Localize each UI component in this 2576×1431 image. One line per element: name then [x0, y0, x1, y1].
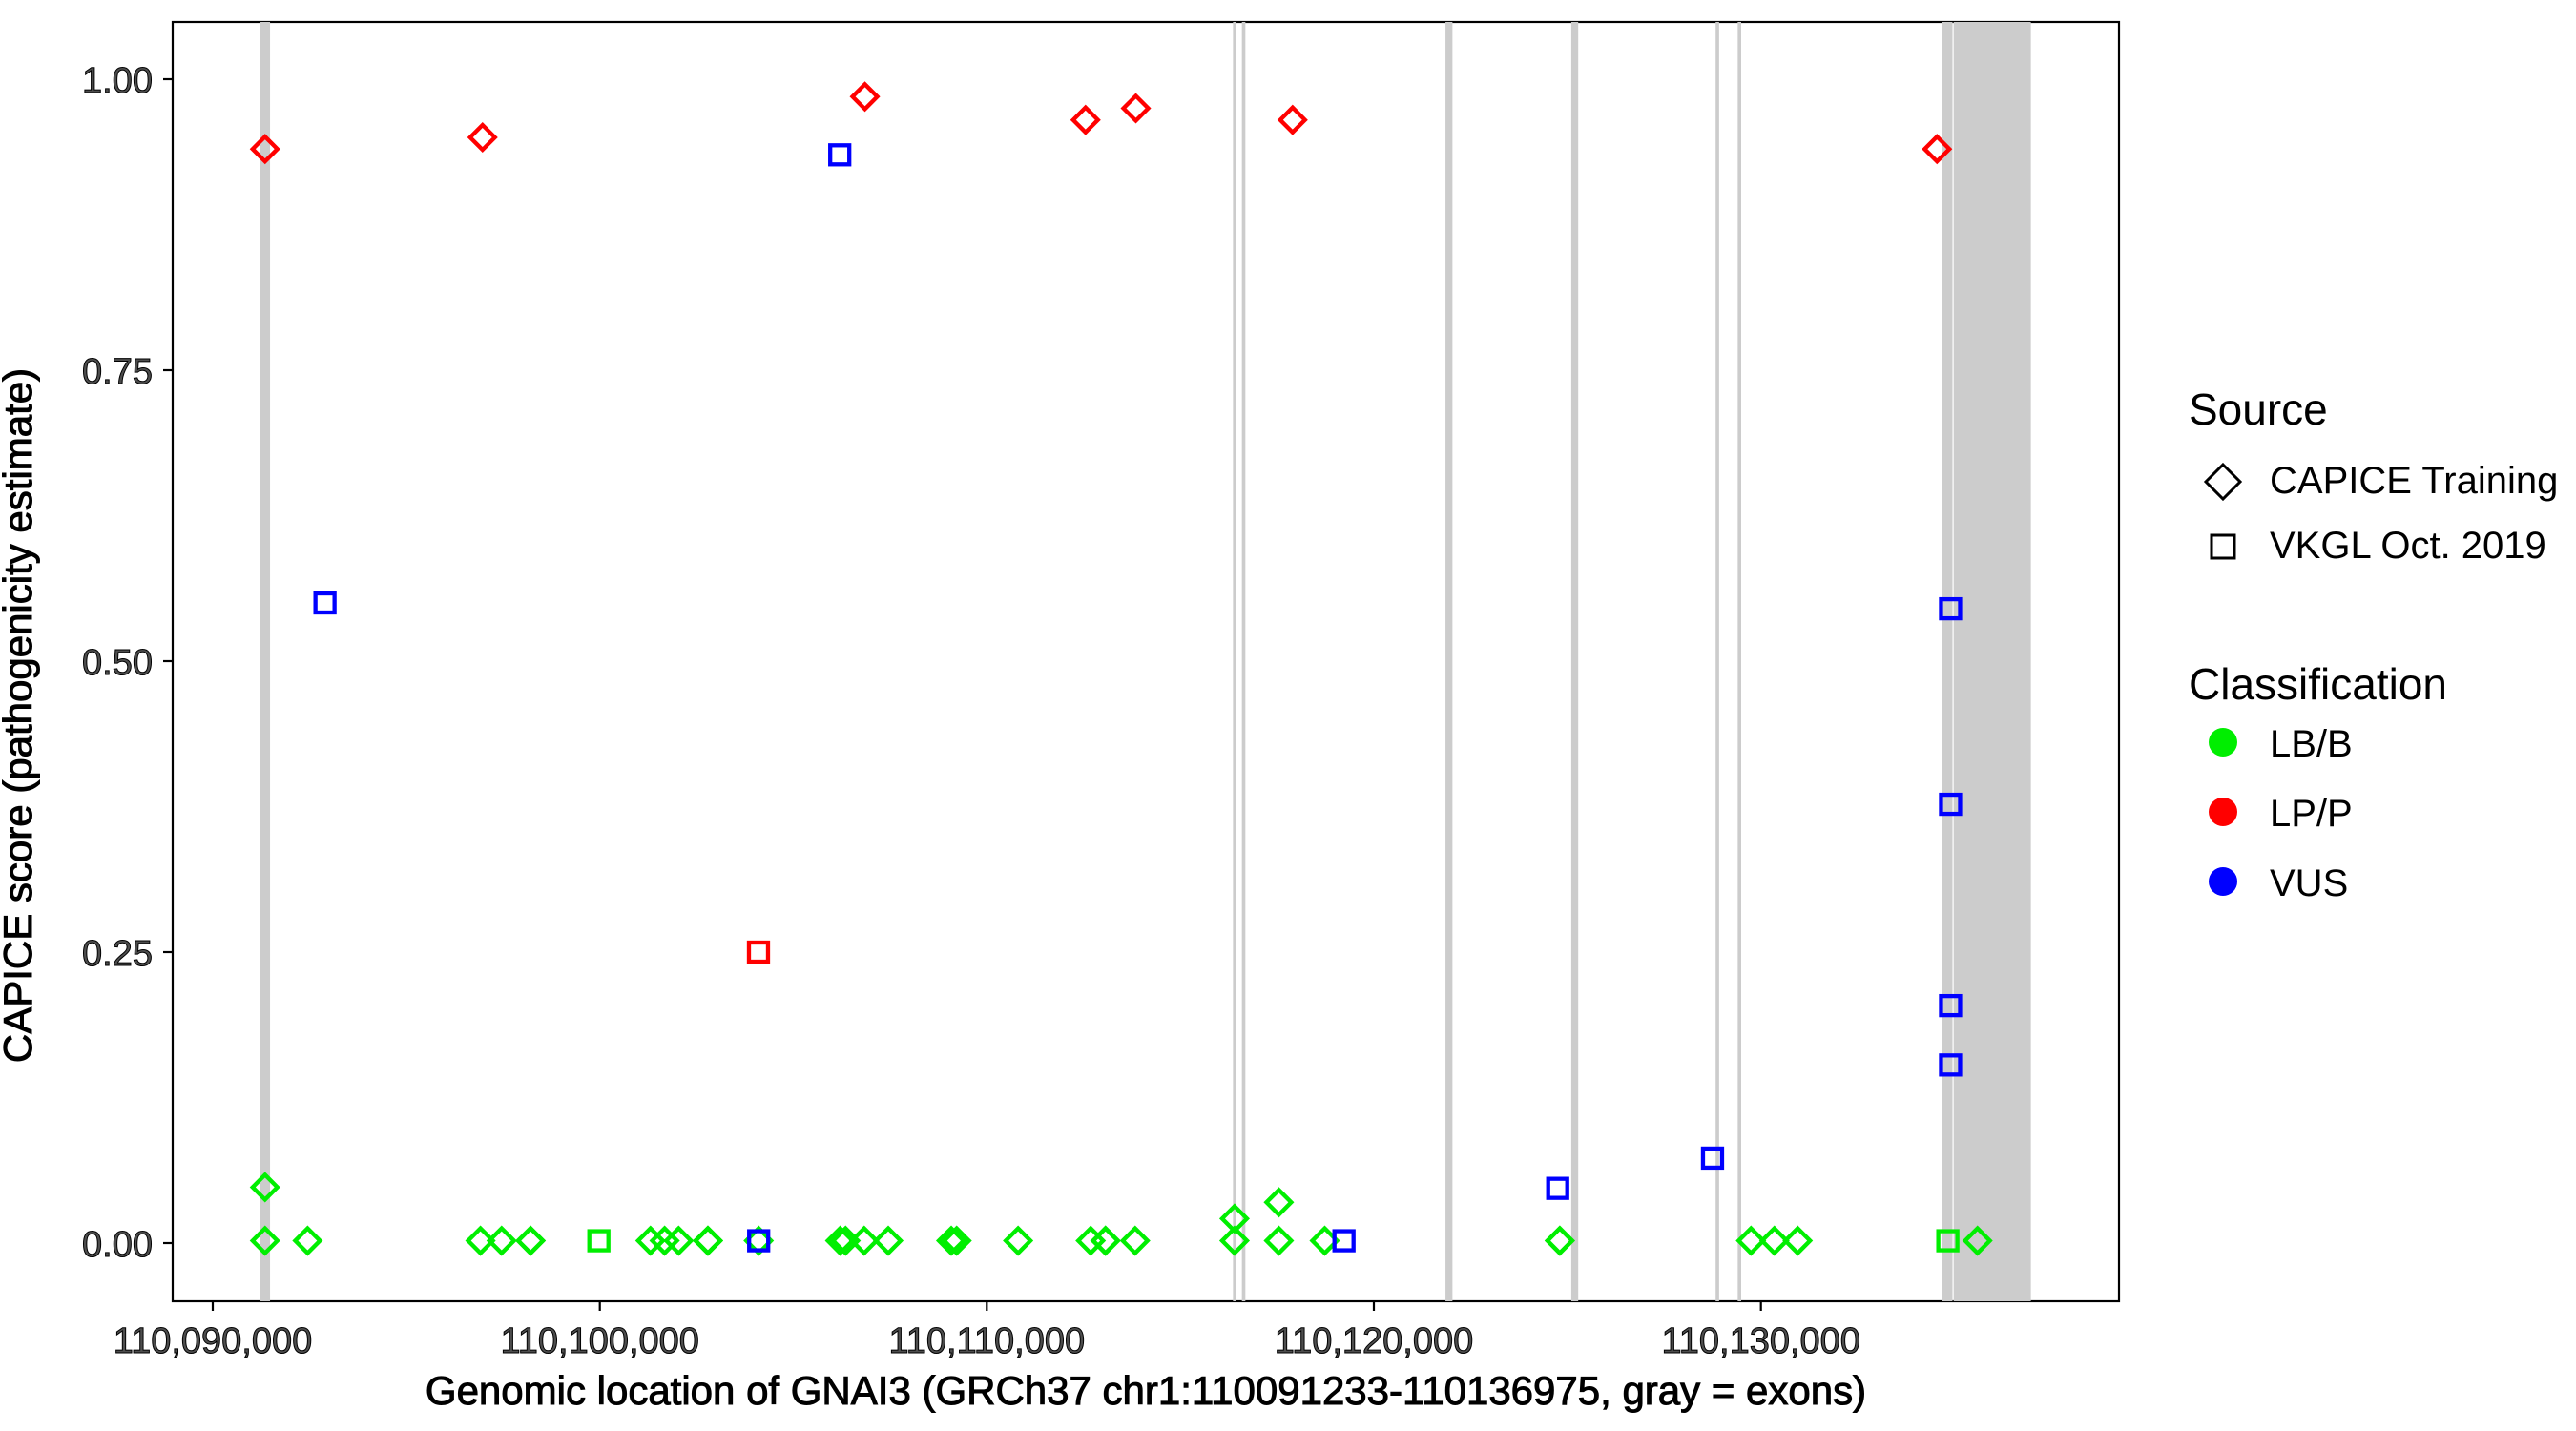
- svg-text:0.00: 0.00: [82, 1225, 153, 1265]
- svg-text:Classification: Classification: [2189, 659, 2447, 709]
- svg-text:Source: Source: [2189, 384, 2328, 434]
- svg-text:0.50: 0.50: [82, 643, 153, 683]
- svg-text:Genomic location of GNAI3 (GRC: Genomic location of GNAI3 (GRCh37 chr1:1…: [426, 1368, 1866, 1413]
- svg-text:110,090,000: 110,090,000: [114, 1321, 313, 1361]
- svg-text:1.00: 1.00: [82, 61, 153, 101]
- svg-text:CAPICE Training: CAPICE Training: [2270, 460, 2558, 502]
- svg-text:110,120,000: 110,120,000: [1275, 1321, 1474, 1361]
- svg-text:LP/P: LP/P: [2270, 793, 2353, 835]
- svg-text:LB/B: LB/B: [2270, 723, 2353, 765]
- svg-text:VKGL Oct. 2019: VKGL Oct. 2019: [2270, 525, 2546, 567]
- svg-text:0.75: 0.75: [82, 352, 153, 392]
- svg-text:110,110,000: 110,110,000: [888, 1321, 1085, 1361]
- svg-text:110,100,000: 110,100,000: [500, 1321, 699, 1361]
- svg-text:110,130,000: 110,130,000: [1661, 1321, 1860, 1361]
- svg-text:CAPICE score (pathogenicity es: CAPICE score (pathogenicity estimate): [0, 368, 40, 1063]
- svg-text:0.25: 0.25: [82, 934, 153, 974]
- svg-text:VUS: VUS: [2270, 862, 2348, 904]
